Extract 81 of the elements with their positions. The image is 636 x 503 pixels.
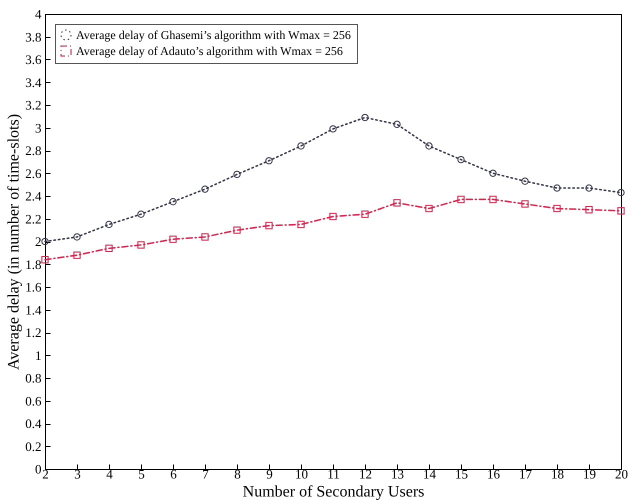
point — [553, 204, 561, 212]
point — [297, 220, 305, 228]
legend-label: Average delay of Ghasemi’s algorithm with Wmax = 256 — [76, 28, 351, 42]
x-tick-label: 14 — [423, 466, 436, 482]
y-tick-label: 0 — [35, 462, 42, 476]
x-tick-label: 16 — [487, 466, 500, 482]
y-tick-label: 2.4 — [25, 188, 42, 204]
x-tick-label: 15 — [455, 466, 468, 482]
point — [585, 206, 593, 214]
x-tick-label: 7 — [202, 466, 210, 482]
point — [297, 142, 305, 150]
point — [425, 142, 433, 150]
y-axis-title: Average delay (in number of time-slots) — [5, 114, 22, 370]
point — [521, 200, 529, 208]
x-tick-label: 10 — [295, 466, 308, 482]
point — [521, 178, 529, 185]
y-tick-label: 4 — [35, 6, 42, 22]
point — [425, 204, 433, 212]
point — [265, 157, 273, 164]
y-tick-label: 2 — [35, 234, 42, 249]
point — [329, 212, 337, 220]
x-tick-label: 20 — [615, 466, 628, 482]
y-tick-label: 2.6 — [25, 166, 42, 181]
y-tick-label: 0.4 — [25, 416, 42, 431]
point — [393, 199, 401, 206]
x-tick-label: 19 — [583, 466, 596, 482]
x-tick-label: 11 — [327, 466, 340, 482]
point — [457, 196, 465, 204]
x-tick-label: 5 — [138, 466, 145, 482]
x-tick-label: 6 — [170, 466, 178, 482]
x-tick-label: 8 — [234, 466, 241, 482]
x-tick-label: 12 — [359, 466, 372, 482]
y-tick-label: 1 — [35, 348, 42, 363]
point — [201, 233, 209, 241]
point — [41, 256, 49, 264]
x-tick-label: 3 — [74, 466, 81, 482]
point — [617, 188, 625, 196]
point — [41, 238, 49, 246]
x-tick-label: 4 — [106, 466, 114, 482]
y-tick-label: 0.2 — [25, 438, 42, 454]
point — [329, 125, 337, 133]
point — [137, 210, 145, 218]
y-tick-label: 1.8 — [25, 256, 42, 272]
point — [361, 114, 369, 122]
y-tick-label: 1.4 — [25, 302, 42, 318]
y-tick-label: 0.8 — [25, 370, 42, 386]
y-tick-label: 1.6 — [25, 280, 42, 294]
x-tick-label: 18 — [551, 466, 564, 482]
point — [585, 184, 593, 192]
x-tick-label: 17 — [519, 466, 532, 482]
point — [105, 220, 113, 228]
y-tick-label: 2.2 — [25, 211, 42, 226]
point — [137, 241, 145, 249]
point — [489, 170, 497, 177]
x-axis-title: Number of Secondary Users — [242, 484, 424, 500]
point — [361, 210, 369, 218]
x-tick-label: 13 — [391, 466, 404, 482]
y-tick-label: 3.8 — [25, 29, 42, 44]
point — [393, 120, 401, 128]
point — [265, 222, 273, 230]
point — [73, 233, 81, 241]
y-tick-label: 0.6 — [25, 393, 42, 408]
point — [233, 226, 241, 234]
point — [553, 184, 561, 192]
y-tick-label: 2.8 — [25, 143, 42, 158]
point — [105, 244, 113, 252]
y-tick-label: 3.6 — [25, 52, 42, 67]
y-tick-label: 1.2 — [25, 325, 42, 340]
point — [233, 170, 241, 178]
legend-label: Average delay of Adauto’s algorithm with Wmax = 256 — [76, 44, 343, 58]
y-tick-label: 3.4 — [25, 74, 42, 90]
x-tick-label: 9 — [266, 466, 273, 482]
point — [489, 196, 497, 204]
point — [73, 251, 81, 259]
point — [457, 156, 465, 164]
point — [617, 207, 625, 214]
y-tick-label: 3 — [35, 120, 42, 136]
point — [201, 186, 209, 193]
point — [169, 198, 177, 206]
point — [169, 236, 177, 243]
y-tick-label: 3.2 — [25, 98, 42, 112]
